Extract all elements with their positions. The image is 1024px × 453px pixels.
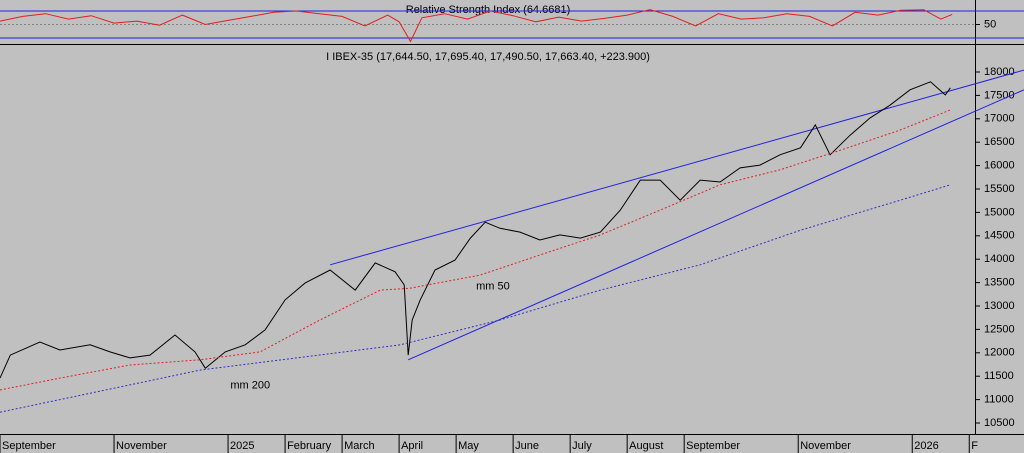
x-tick-label: April [401, 440, 423, 452]
x-tick-label: June [515, 440, 539, 452]
y-tick-label: 13000 [984, 300, 1015, 312]
price-line [0, 81, 951, 379]
trendline [407, 89, 1024, 361]
x-tick-label: September [686, 440, 740, 452]
x-tick-label: November [116, 440, 167, 452]
y-tick-label: 17000 [984, 113, 1015, 125]
series-line [0, 184, 951, 413]
trendline [329, 69, 1024, 266]
x-tick-label: March [344, 440, 375, 452]
y-tick-label: 15000 [984, 206, 1015, 218]
y-tick-label: 16000 [984, 160, 1015, 172]
x-tick-label: May [458, 440, 479, 452]
price-line [0, 9, 953, 43]
y-tick-label: 13500 [984, 277, 1015, 289]
x-tick-label: February [287, 440, 332, 452]
y-tick-label: 15500 [984, 183, 1015, 195]
x-tick-label: F [971, 440, 978, 452]
y-tick-label: 12500 [984, 323, 1015, 335]
annotation: mm 50 [476, 280, 510, 292]
annotation: mm 200 [230, 379, 270, 391]
y-tick-label: 14500 [984, 230, 1015, 242]
y-tick-label: 50 [984, 18, 996, 30]
x-tick-label: September [2, 440, 56, 452]
y-tick-label: 10500 [984, 417, 1015, 429]
rsi-title: Relative Strength Index (64.6681) [406, 4, 571, 16]
x-tick-label: 2026 [914, 440, 938, 452]
x-tick-label: August [629, 440, 663, 452]
y-tick-label: 16500 [984, 136, 1015, 148]
price-title: I IBEX-35 (17,644.50, 17,695.40, 17,490.… [326, 51, 650, 63]
x-tick-label: 2025 [230, 440, 254, 452]
y-tick-label: 14000 [984, 253, 1015, 265]
y-tick-label: 18000 [984, 66, 1015, 78]
y-tick-label: 11000 [984, 394, 1014, 406]
x-tick-label: July [572, 440, 592, 452]
x-tick-label: November [800, 440, 851, 452]
y-tick-label: 12000 [984, 347, 1015, 359]
y-tick-label: 11500 [984, 370, 1014, 382]
y-tick-label: 17500 [984, 89, 1015, 101]
